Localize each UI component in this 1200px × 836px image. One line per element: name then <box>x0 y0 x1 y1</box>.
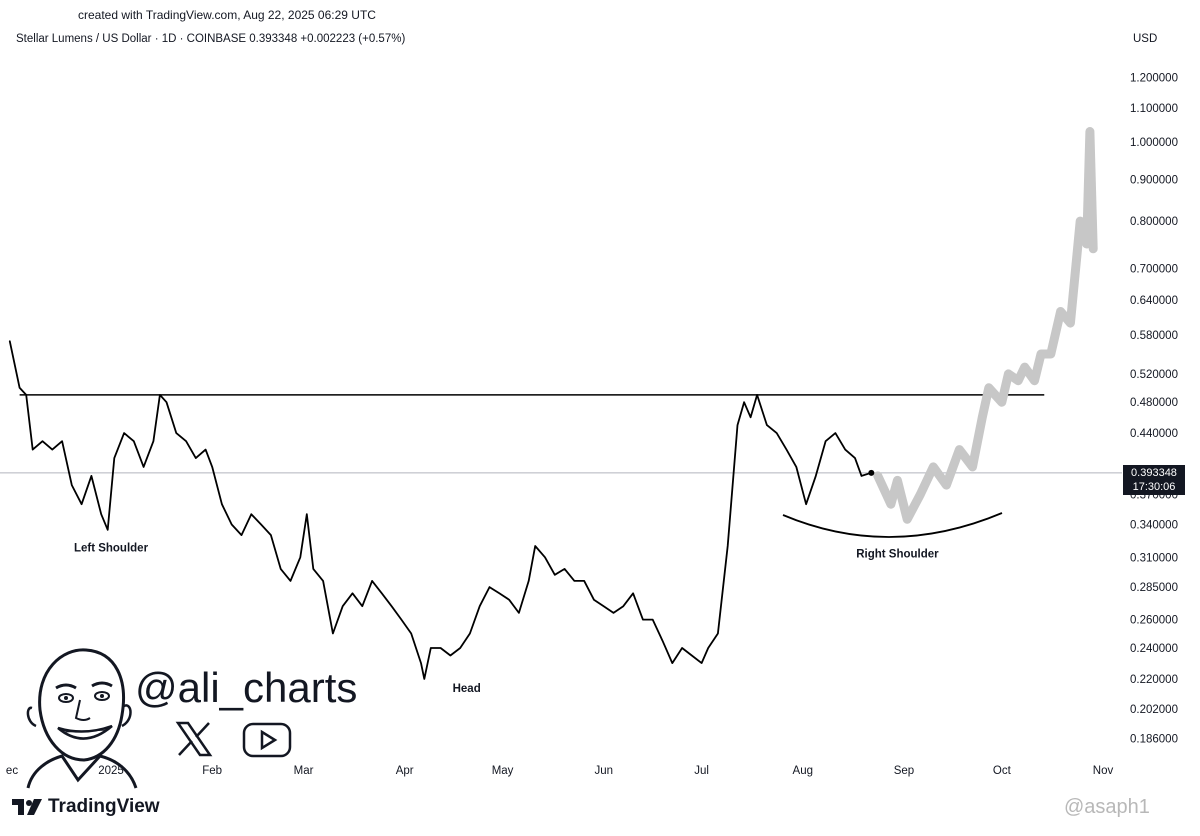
y-tick-label: 1.100000 <box>1130 103 1178 115</box>
x-tick-label: Apr <box>396 765 414 777</box>
y-tick-label: 0.310000 <box>1130 552 1178 564</box>
right-shoulder-arc <box>782 512 1003 538</box>
y-tick-label: 0.186000 <box>1130 733 1178 745</box>
y-tick-label: 1.000000 <box>1130 137 1178 149</box>
y-tick-label: 1.200000 <box>1130 72 1178 84</box>
y-tick-label: 0.700000 <box>1130 263 1178 275</box>
y-tick-label: 0.520000 <box>1130 369 1178 381</box>
x-tick-label: Jun <box>594 765 613 777</box>
x-tick-label: May <box>492 765 514 777</box>
y-tick-label: 0.800000 <box>1130 216 1178 228</box>
x-tick-label: Nov <box>1093 765 1114 777</box>
pattern-label: Right Shoulder <box>856 548 939 560</box>
watermark: @asaph1 <box>1064 796 1150 818</box>
x-tick-label: Sep <box>894 765 914 777</box>
current-price-label: 0.393348 17:30:06 <box>1123 464 1185 495</box>
x-axis: ec 2025 Feb Mar Apr May Jun Jul Aug Sep Oct Nov <box>6 765 1114 777</box>
y-tick-label: 0.440000 <box>1130 428 1178 440</box>
price-line <box>8 340 873 680</box>
pattern-annotations: Left Shoulder Head Right Shoulder <box>74 543 939 695</box>
y-axis: 1.200000 1.100000 1.000000 0.900000 0.800000… <box>1130 72 1178 745</box>
symbol-header: Stellar Lumens / US Dollar · 1D · COINBA… <box>16 33 406 45</box>
tradingview-brand: TradingView <box>12 796 160 818</box>
x-tick-label: Jul <box>694 765 709 777</box>
last-price-dot <box>868 469 875 476</box>
y-tick-label: 0.480000 <box>1130 397 1178 409</box>
projection-line <box>873 127 1098 524</box>
y-tick-label: 0.640000 <box>1130 295 1178 307</box>
x-tick-label: Feb <box>202 765 222 777</box>
tradingview-name: TradingView <box>48 796 160 817</box>
x-tick-label: ec <box>6 765 18 777</box>
y-tick-label: 0.900000 <box>1130 174 1178 186</box>
credit-line: created with TradingView.com, Aug 22, 20… <box>78 8 376 22</box>
pattern-label: Left Shoulder <box>74 543 149 555</box>
x-logo-icon[interactable] <box>174 719 214 759</box>
y-tick-label: 0.340000 <box>1130 520 1178 532</box>
y-tick-label: 0.240000 <box>1130 643 1178 655</box>
tradingview-logo-icon <box>12 799 42 815</box>
author-handle: @ali_charts <box>135 664 358 711</box>
avatar-caricature <box>26 648 138 789</box>
bar-countdown: 17:30:06 <box>1132 480 1176 493</box>
youtube-icon[interactable] <box>242 722 292 758</box>
x-tick-label: 2025 <box>98 765 124 777</box>
series-layer <box>0 127 1122 680</box>
current-price-value: 0.393348 <box>1131 466 1177 479</box>
y-tick-label: 0.220000 <box>1130 674 1178 686</box>
y-tick-label: 0.580000 <box>1130 330 1178 342</box>
x-tick-label: Oct <box>993 765 1012 777</box>
y-tick-label: 0.285000 <box>1130 582 1178 594</box>
pattern-label: Head <box>453 683 481 695</box>
y-tick-label: 0.260000 <box>1130 615 1178 627</box>
y-tick-label: 0.202000 <box>1130 704 1178 716</box>
currency-label: USD <box>1133 33 1158 45</box>
x-tick-label: Aug <box>793 765 813 777</box>
x-tick-label: Mar <box>294 765 314 777</box>
